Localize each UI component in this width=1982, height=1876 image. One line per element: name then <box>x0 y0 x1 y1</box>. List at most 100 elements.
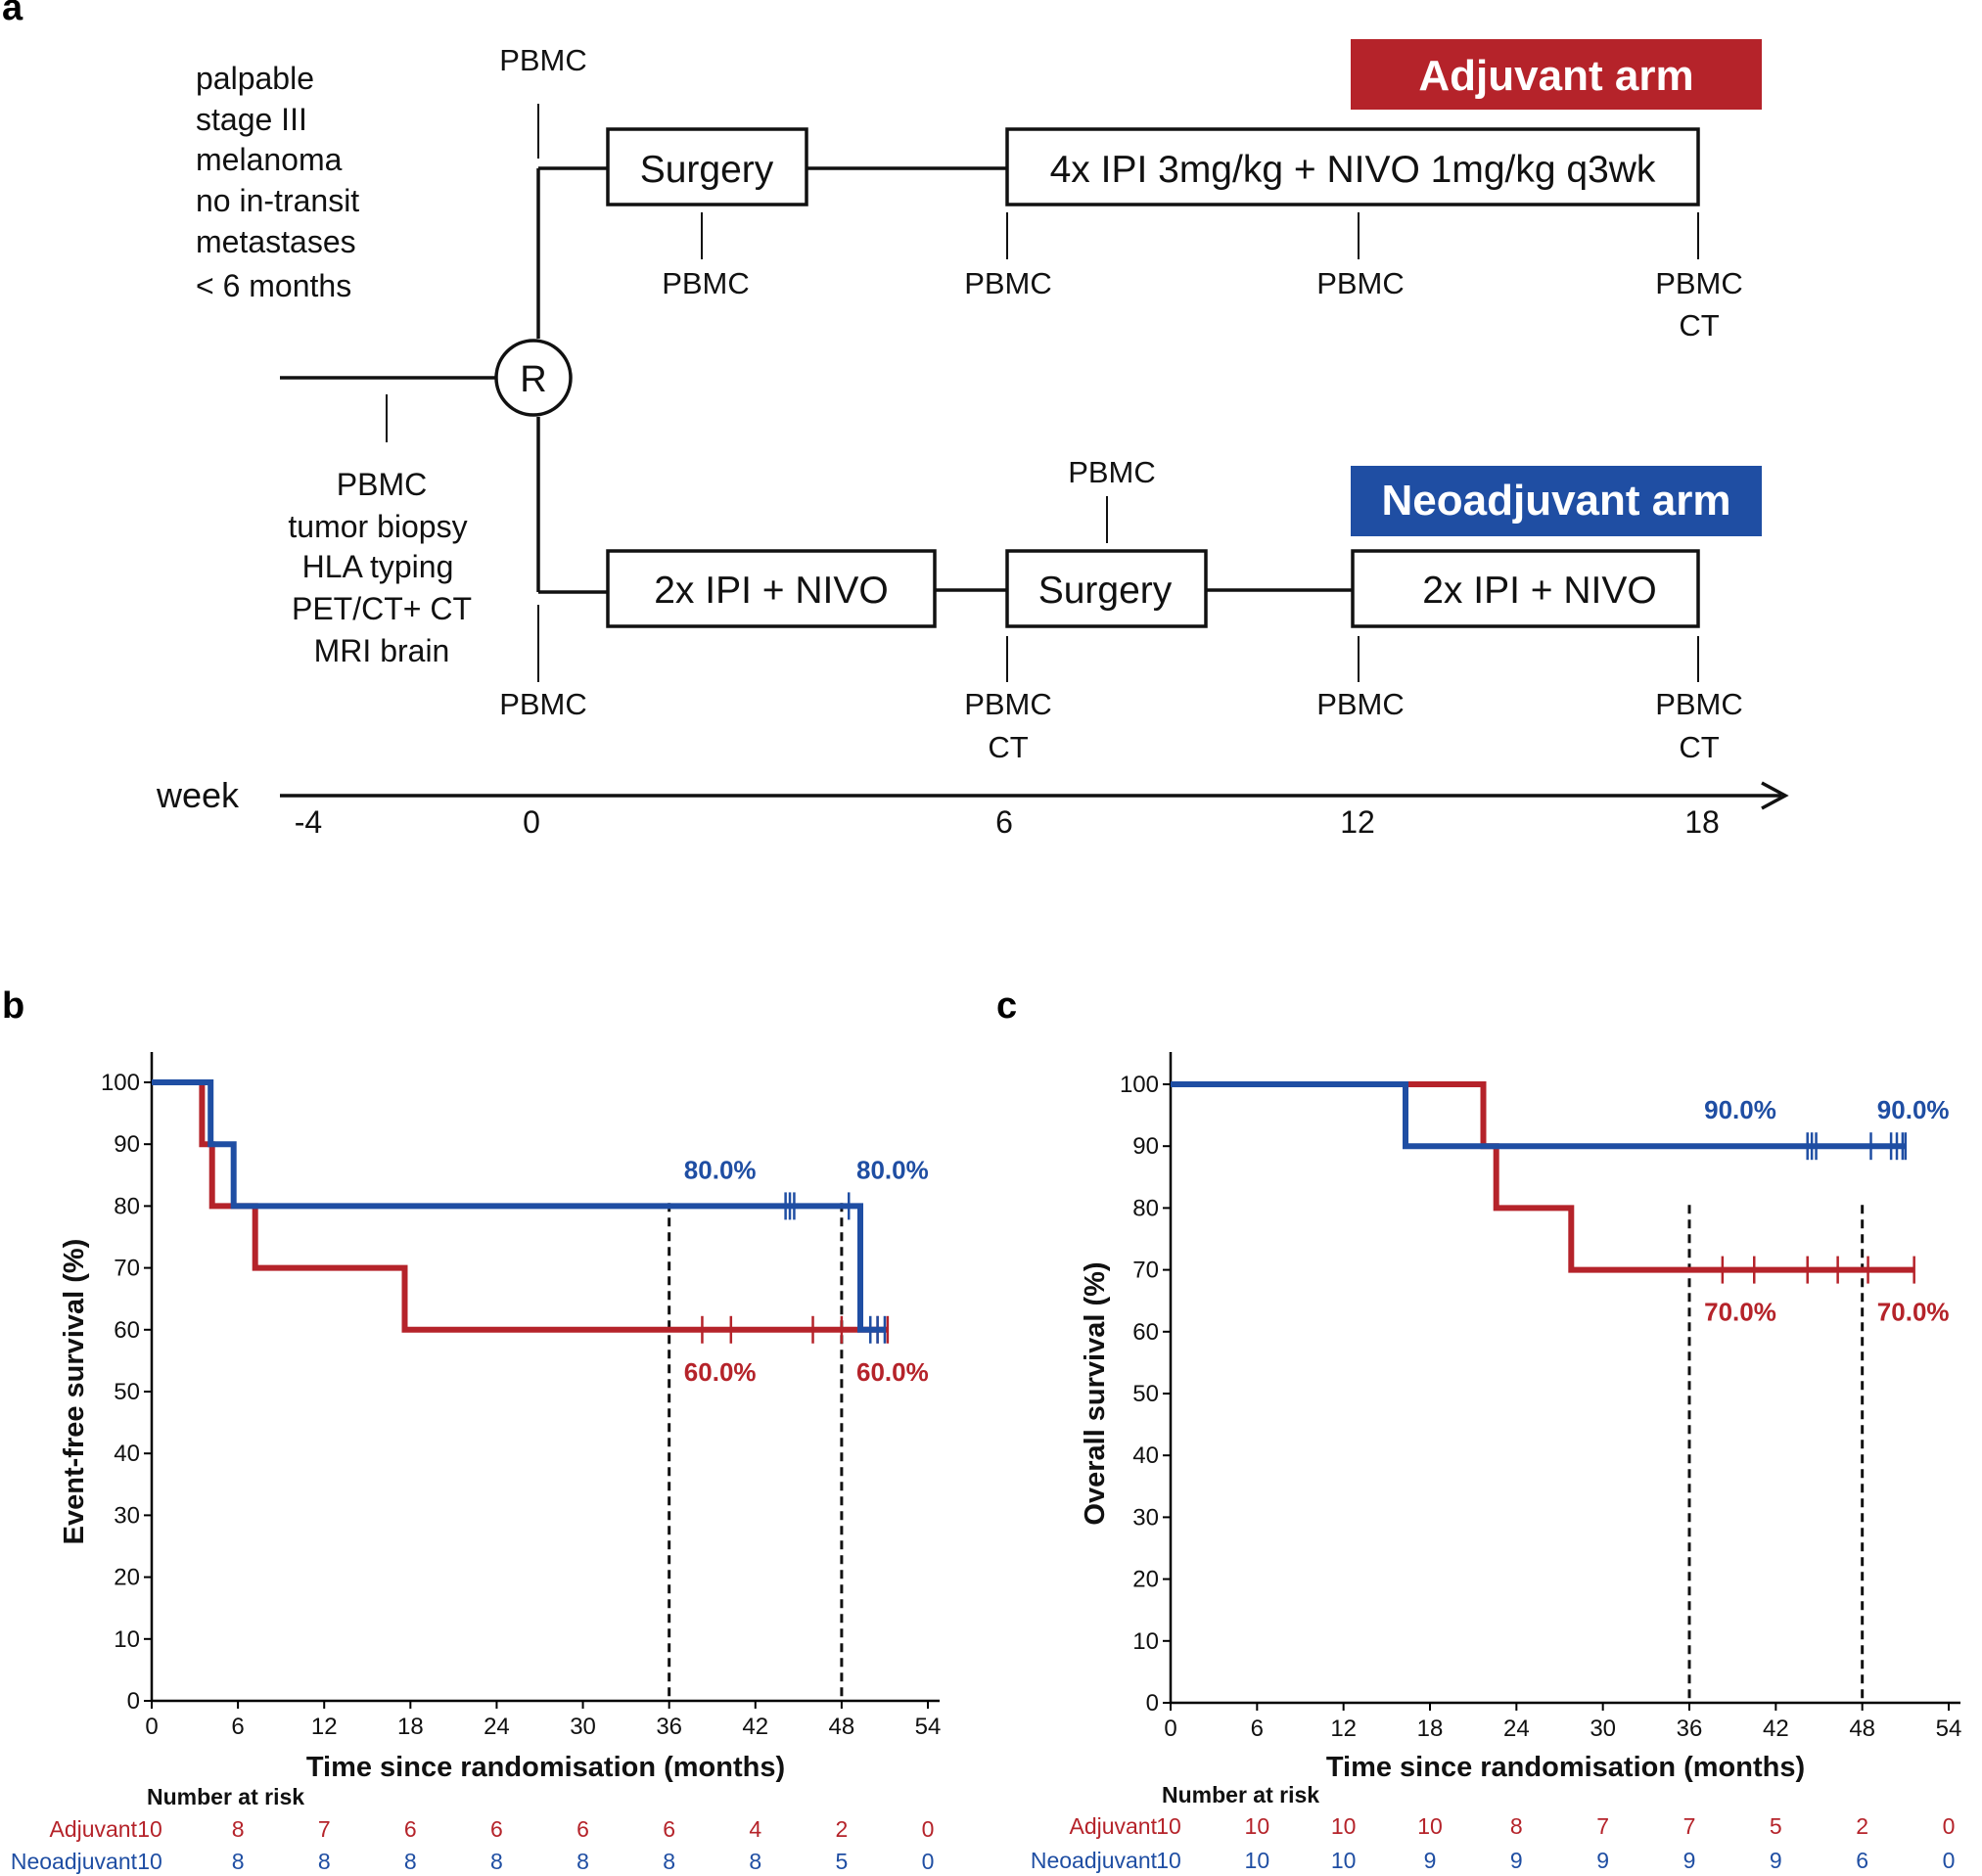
survival-percent-label: 70.0% <box>1704 1298 1776 1327</box>
x-axis-title: Time since randomisation (months) <box>1326 1752 1805 1783</box>
risk-row-label: Neoadjuvant <box>11 1849 138 1874</box>
risk-count: 10 <box>1245 1848 1270 1873</box>
y-tick-label: 90 <box>114 1131 140 1158</box>
ct-label: CT <box>1679 730 1719 764</box>
x-tick-label: 48 <box>1849 1716 1875 1742</box>
survival-percent-label: 80.0% <box>684 1155 757 1184</box>
pbmc-label: PBMC <box>1068 455 1156 489</box>
neo-ipinivo-box-1 <box>606 549 937 628</box>
risk-count: 8 <box>1510 1813 1523 1839</box>
panel-a-label: a <box>2 0 23 28</box>
pbmc-label: PBMC <box>499 687 587 721</box>
y-tick-label: 10 <box>1132 1628 1159 1655</box>
inclusion-line: palpable <box>196 61 314 96</box>
adjuvant-arm-title: Adjuvant arm <box>1418 52 1693 100</box>
inclusion-line: stage III <box>196 102 307 137</box>
baseline-line: HLA typing <box>302 549 454 584</box>
pbmc-label: PBMC <box>1316 266 1405 300</box>
y-tick-label: 30 <box>114 1502 140 1529</box>
y-tick-label: 60 <box>1132 1319 1159 1346</box>
risk-count: 9 <box>1683 1848 1696 1873</box>
risk-count: 6 <box>490 1816 503 1842</box>
risk-count: 10 <box>1245 1813 1270 1839</box>
survival-percent-label: 60.0% <box>856 1357 929 1387</box>
baseline-line: MRI brain <box>314 633 450 668</box>
km-curve-neoadjuvant <box>152 1079 885 1333</box>
x-tick-label: 24 <box>484 1714 510 1740</box>
survival-percent-label: 90.0% <box>1704 1095 1776 1124</box>
week-tick: 18 <box>1684 804 1720 840</box>
x-tick-label: 18 <box>397 1714 424 1740</box>
risk-row-label: Adjuvant <box>49 1816 137 1842</box>
x-tick-label: 12 <box>1330 1716 1357 1742</box>
adj-surgery-box <box>606 127 808 206</box>
week-tick: -4 <box>295 804 322 840</box>
neoadjuvant-arm-banner <box>1351 466 1762 536</box>
survival-percent-label: 80.0% <box>856 1155 929 1184</box>
risk-count: 9 <box>1770 1848 1782 1873</box>
adj-surgery-text: Surgery <box>640 149 774 191</box>
risk-count: 0 <box>1943 1848 1956 1873</box>
risk-count: 8 <box>318 1849 331 1874</box>
risk-count: 8 <box>749 1849 761 1874</box>
risk-count: 4 <box>749 1816 761 1842</box>
week-tick: 6 <box>995 804 1013 840</box>
km-curve-neoadjuvant <box>1171 1081 1906 1150</box>
y-axis-title: Overall survival (%) <box>1080 1261 1111 1525</box>
risk-count: 7 <box>318 1816 331 1842</box>
pbmc-label: PBMC <box>662 266 750 300</box>
y-tick-label: 0 <box>1146 1690 1159 1716</box>
risk-count: 0 <box>1943 1813 1956 1839</box>
km-curve-adjuvant <box>1171 1081 1914 1273</box>
neoadjuvant-arm-title: Neoadjuvant arm <box>1382 477 1731 525</box>
adj-treatment-text: 4x IPI 3mg/kg + NIVO 1mg/kg q3wk <box>1050 149 1656 191</box>
randomisation-label: R <box>520 359 546 400</box>
risk-count: 6 <box>576 1816 589 1842</box>
y-tick-label: 50 <box>1132 1381 1159 1407</box>
x-tick-label: 24 <box>1503 1716 1530 1742</box>
risk-count: 8 <box>663 1849 675 1874</box>
survival-percent-label: 60.0% <box>684 1357 757 1387</box>
pbmc-label: PBMC <box>964 687 1052 721</box>
risk-count: 2 <box>835 1816 848 1842</box>
neo-surgery-text: Surgery <box>1038 570 1173 612</box>
risk-count: 10 <box>1331 1848 1357 1873</box>
survival-percent-label: 70.0% <box>1877 1298 1950 1327</box>
panel-a: a Adjuvant arm Neoadjuvant arm palpable … <box>2 0 1789 840</box>
pbmc-label: PBMC <box>499 43 587 77</box>
risk-count: 7 <box>1683 1813 1696 1839</box>
y-tick-label: 80 <box>114 1193 140 1219</box>
week-axis-arrow <box>1761 781 1789 810</box>
x-tick-label: 54 <box>915 1714 942 1740</box>
risk-count: 0 <box>922 1816 935 1842</box>
risk-count: 2 <box>1856 1813 1868 1839</box>
x-tick-label: 18 <box>1417 1716 1444 1742</box>
inclusion-line: no in-transit <box>196 183 359 218</box>
baseline-line: PBMC <box>337 467 427 502</box>
y-tick-label: 60 <box>114 1317 140 1344</box>
week-tick: 12 <box>1340 804 1375 840</box>
baseline-assessments: PBMC tumor biopsy HLA typing PET/CT+ CT … <box>288 467 472 668</box>
y-tick-label: 30 <box>1132 1504 1159 1531</box>
panel-label: b <box>2 985 24 1027</box>
inclusion-criteria: palpable stage III melanoma no in-transi… <box>196 61 359 303</box>
x-tick-label: 0 <box>145 1714 158 1740</box>
y-tick-label: 70 <box>1132 1258 1159 1284</box>
y-tick-label: 20 <box>114 1565 140 1591</box>
x-tick-label: 30 <box>570 1714 596 1740</box>
risk-row-label: Neoadjuvant <box>1031 1848 1158 1873</box>
x-tick-label: 0 <box>1164 1716 1176 1742</box>
y-tick-label: 80 <box>1132 1195 1159 1221</box>
risk-row-label: Adjuvant <box>1069 1813 1157 1839</box>
risk-count: 10 <box>137 1816 162 1842</box>
pbmc-label: PBMC <box>1316 687 1405 721</box>
y-tick-label: 10 <box>114 1626 140 1653</box>
pbmc-label: PBMC <box>964 266 1052 300</box>
baseline-line: tumor biopsy <box>288 509 467 544</box>
baseline-line: PET/CT+ CT <box>292 591 472 626</box>
x-tick-label: 54 <box>1936 1716 1962 1742</box>
risk-count: 10 <box>1156 1848 1181 1873</box>
y-axis-title: Event-free survival (%) <box>59 1239 90 1545</box>
